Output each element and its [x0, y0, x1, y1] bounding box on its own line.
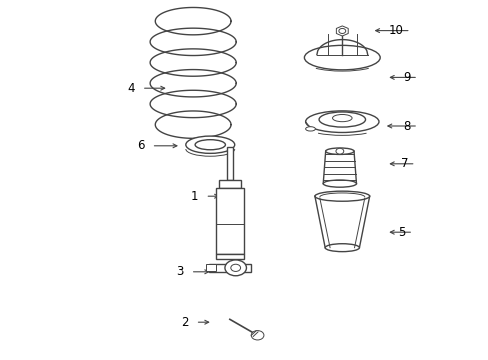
Circle shape [230, 264, 240, 271]
Text: 8: 8 [403, 120, 410, 132]
Ellipse shape [325, 148, 353, 154]
Ellipse shape [332, 114, 351, 122]
Circle shape [338, 28, 345, 33]
Circle shape [224, 260, 246, 276]
Bar [218, 180, 241, 188]
Bar [209, 264, 250, 272]
Bar [215, 188, 244, 254]
Ellipse shape [325, 244, 359, 252]
Ellipse shape [323, 180, 356, 187]
Bar [215, 254, 244, 259]
Text: 7: 7 [400, 157, 407, 170]
Ellipse shape [318, 112, 365, 127]
Ellipse shape [304, 45, 380, 70]
Circle shape [251, 330, 264, 340]
Text: 9: 9 [403, 71, 410, 84]
Ellipse shape [185, 136, 234, 153]
Ellipse shape [314, 191, 369, 201]
Text: 10: 10 [388, 24, 403, 37]
Ellipse shape [195, 140, 225, 150]
Text: 6: 6 [137, 139, 144, 152]
Text: 5: 5 [398, 226, 405, 239]
Ellipse shape [305, 111, 378, 132]
Ellipse shape [305, 127, 315, 131]
Text: 1: 1 [190, 190, 198, 203]
Text: 4: 4 [127, 82, 134, 95]
Text: 3: 3 [176, 265, 183, 278]
Bar [226, 147, 232, 180]
Circle shape [335, 148, 343, 154]
Text: 2: 2 [181, 316, 188, 329]
